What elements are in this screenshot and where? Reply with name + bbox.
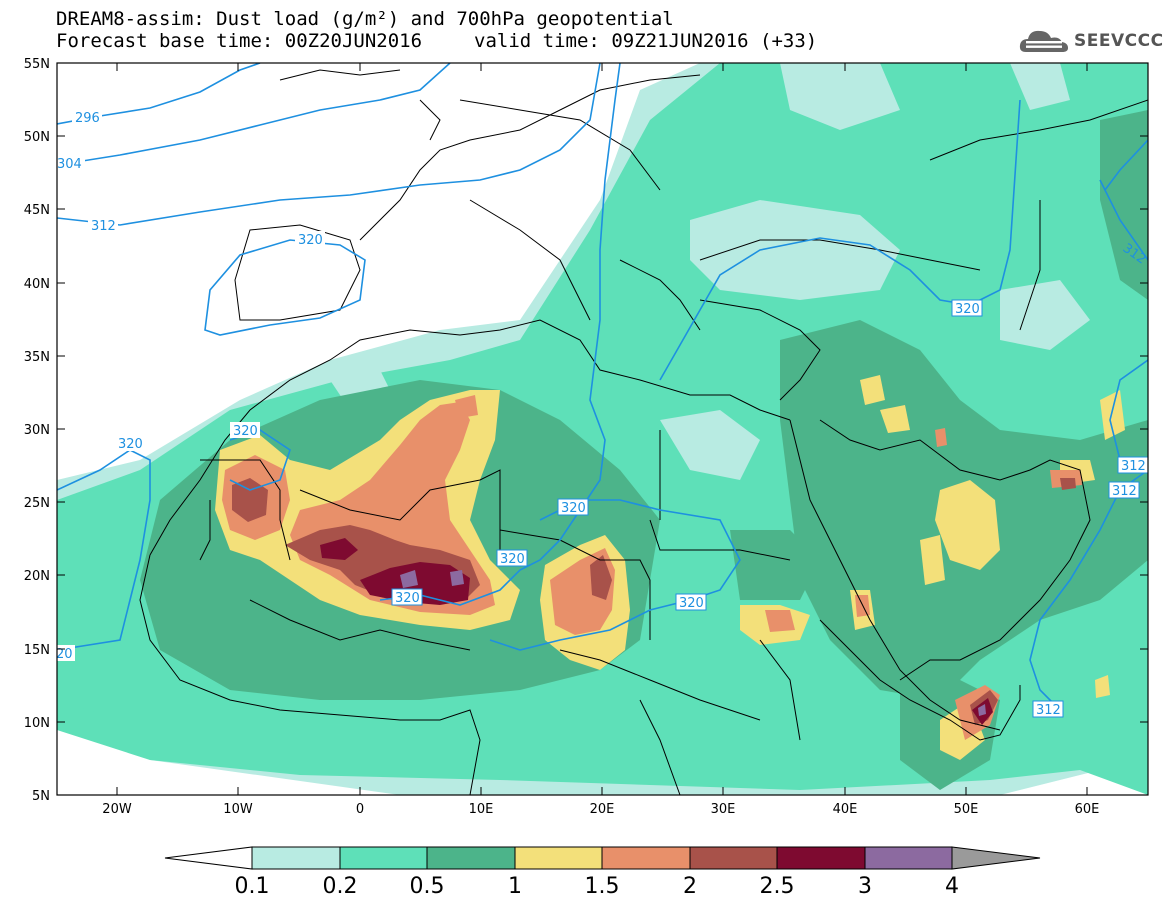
lat-label: 15N xyxy=(24,643,50,658)
contour-label: 296 xyxy=(72,109,102,126)
svg-text:20: 20 xyxy=(56,647,73,662)
svg-text:312: 312 xyxy=(91,219,116,234)
colorbar-swatch xyxy=(251,846,341,870)
colorbar-tick: 2 xyxy=(683,874,697,899)
contour-label: 320 xyxy=(115,435,145,452)
lat-label: 25N xyxy=(24,496,50,511)
longitude-labels: 20W 10W 0 10E 20E 30E 40E 50E 60E xyxy=(102,802,1099,817)
lat-label: 45N xyxy=(24,203,50,218)
contour-labels: 296 304 312 320 320 320 320 320 320 320 … xyxy=(56,109,1148,718)
colorbar-swatch xyxy=(864,846,953,870)
svg-text:312: 312 xyxy=(1112,484,1137,499)
svg-text:312: 312 xyxy=(1036,703,1061,718)
colorbar-swatch xyxy=(339,846,428,870)
lon-label: 20W xyxy=(102,802,132,817)
lat-label: 20N xyxy=(24,569,50,584)
contour-label: 20 xyxy=(56,645,75,662)
svg-text:304: 304 xyxy=(57,157,82,172)
colorbar-tick: 0.1 xyxy=(235,874,270,899)
map-title: DREAM8-assim: Dust load (g/m²) and 700hP… xyxy=(56,8,674,30)
coastlines xyxy=(139,69,1148,795)
svg-text:320: 320 xyxy=(233,424,258,439)
seevccc-logo: SEEVCCC xyxy=(1018,24,1164,58)
svg-text:320: 320 xyxy=(679,596,704,611)
lat-label: 35N xyxy=(24,350,50,365)
lat-label: 40N xyxy=(24,277,50,292)
map-subtitle: Forecast base time: 00Z20JUN2016 valid ti… xyxy=(56,30,817,52)
lon-label: 60E xyxy=(1075,802,1100,817)
contour-label: 312 xyxy=(1032,700,1064,718)
lon-label: 30E xyxy=(711,802,736,817)
contour-label: 320 xyxy=(557,498,589,516)
svg-text:320: 320 xyxy=(118,437,143,452)
axis-ticks xyxy=(57,62,1148,795)
colorbar-swatch xyxy=(689,846,778,870)
colorbar-swatch xyxy=(601,846,691,870)
dust-level-3 xyxy=(400,570,986,716)
svg-text:320: 320 xyxy=(561,501,586,516)
lon-label: 50E xyxy=(954,802,979,817)
colorbar-swatch xyxy=(776,846,866,870)
svg-text:312: 312 xyxy=(1121,459,1146,474)
colorbar-tick: 0.5 xyxy=(410,874,445,899)
svg-text:296: 296 xyxy=(75,111,100,126)
lat-label: 55N xyxy=(24,57,50,72)
contour-label: 320 xyxy=(295,231,325,248)
svg-text:320: 320 xyxy=(395,591,420,606)
base-time: Forecast base time: 00Z20JUN2016 xyxy=(56,30,423,52)
contour-label: 312 xyxy=(88,217,118,234)
svg-text:320: 320 xyxy=(500,552,525,567)
contour-label: 320 xyxy=(391,588,423,606)
colorbar-swatch xyxy=(426,846,516,870)
contour-label: 312 xyxy=(1117,456,1148,474)
lon-label: 0 xyxy=(356,802,364,817)
lat-label: 50N xyxy=(24,130,50,145)
lon-label: 10W xyxy=(223,802,253,817)
lon-label: 20E xyxy=(590,802,615,817)
contour-label: 320 xyxy=(675,593,707,611)
contour-label: 304 xyxy=(57,155,85,172)
lat-label: 10N xyxy=(24,716,50,731)
colorbar-under-triangle xyxy=(164,846,253,870)
colorbar-tick: 1 xyxy=(508,874,522,899)
colorbar-tick: 2.5 xyxy=(760,874,795,899)
colorbar-tick: 0.2 xyxy=(323,874,358,899)
lat-label: 30N xyxy=(24,423,50,438)
colorbar-tick: 4 xyxy=(945,874,959,899)
valid-time: valid time: 09Z21JUN2016 (+33) xyxy=(474,30,818,52)
colorbar: 0.1 0.2 0.5 1 1.5 2 2.5 3 4 xyxy=(164,846,1041,899)
logo-text: SEEVCCC xyxy=(1074,31,1164,51)
contour-label: 312 xyxy=(1108,481,1140,499)
map-field: 296 304 312 320 320 320 320 320 320 320 … xyxy=(56,63,1148,795)
contour-label: 320 xyxy=(951,299,983,317)
colorbar-over-triangle xyxy=(951,846,1041,870)
svg-text:320: 320 xyxy=(955,302,980,317)
contour-label: 320 xyxy=(496,549,528,567)
svg-text:320: 320 xyxy=(298,233,323,248)
colorbar-tick: 1.5 xyxy=(585,874,620,899)
contour-label: 320 xyxy=(230,422,260,439)
lat-label: 5N xyxy=(32,789,50,804)
colorbar-tick: 3 xyxy=(858,874,872,899)
colorbar-swatch xyxy=(514,846,603,870)
cloud-icon xyxy=(1019,30,1068,52)
lon-label: 10E xyxy=(469,802,494,817)
latitude-labels: 55N 50N 45N 40N 35N 30N 25N 20N 15N 10N … xyxy=(24,57,50,804)
lon-label: 40E xyxy=(833,802,858,817)
